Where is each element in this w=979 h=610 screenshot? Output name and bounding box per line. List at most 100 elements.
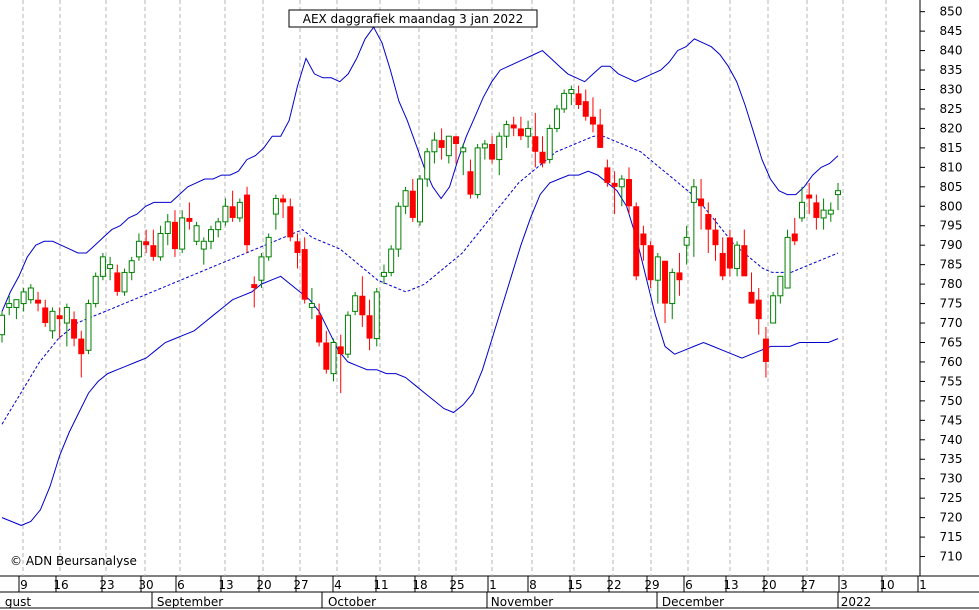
candle-body-down — [366, 315, 373, 339]
x-tick-label: 9 — [20, 578, 28, 592]
candle-body-up — [553, 108, 560, 129]
x-tick-label: 6 — [177, 578, 185, 592]
candle-body-up — [308, 303, 315, 308]
candle-body-up — [770, 295, 777, 324]
candle-body-up — [402, 190, 409, 207]
y-tick-label: 840 — [940, 44, 963, 58]
candle-body-up — [525, 127, 532, 137]
x-tick-label: 11 — [373, 578, 388, 592]
candle-body-down — [438, 140, 445, 148]
candle-body-up — [222, 205, 229, 223]
vertical-gridlines — [22, 0, 887, 576]
candle-body-up — [193, 225, 200, 242]
candle-body-down — [186, 217, 193, 222]
candle-body-up — [344, 314, 351, 355]
y-tick-label: 800 — [940, 199, 963, 213]
candle-body-down — [647, 245, 654, 281]
candle-body-down — [323, 342, 330, 370]
candle-body-up — [445, 135, 452, 157]
candle-body-down — [42, 307, 49, 324]
candle-body-up — [99, 256, 106, 277]
y-tick-label: 710 — [940, 550, 963, 564]
candle-body-down — [597, 124, 604, 148]
candle-body-up — [179, 217, 186, 250]
copyright-label: © ADN Beursanalyse — [10, 554, 137, 568]
x-tick-label: 27 — [293, 578, 308, 592]
x-tick-label: 27 — [800, 578, 815, 592]
x-tick-label: 1 — [489, 578, 497, 592]
candle-body-down — [229, 206, 236, 218]
candle-body-down — [56, 315, 63, 320]
candle-body-down — [532, 136, 539, 152]
x-tick-label: 6 — [685, 578, 693, 592]
candle-body-up — [380, 271, 387, 277]
y-tick-label: 795 — [940, 219, 963, 233]
y-tick-label: 805 — [940, 180, 963, 194]
candle-body-down — [244, 194, 251, 246]
candle-body-up — [272, 197, 279, 215]
candle-body-down — [114, 272, 121, 292]
candle-body-up — [373, 291, 380, 340]
candle-body-up — [654, 256, 661, 281]
candle-body-up — [835, 190, 841, 196]
candle-body-down — [316, 315, 323, 343]
candle-body-up — [121, 271, 128, 293]
x-tick-label: 4 — [334, 578, 342, 592]
candle-body-down — [705, 214, 712, 230]
x-tick-label: 18 — [412, 578, 427, 592]
x-tick-label: 29 — [644, 578, 659, 592]
y-tick-label: 845 — [940, 24, 963, 38]
candle-body-up — [690, 186, 697, 203]
candle-body-up — [496, 135, 503, 161]
candle-body-down — [626, 179, 632, 207]
month-label: October — [328, 595, 376, 609]
x-tick-label: 16 — [53, 578, 68, 592]
candle-body-up — [618, 178, 625, 188]
y-tick-label: 755 — [940, 374, 963, 388]
candle-body-down — [301, 249, 308, 300]
candle-body-up — [352, 295, 359, 312]
candle-body-up — [820, 209, 827, 219]
x-tick-label: 1 — [919, 578, 927, 592]
candle-body-up — [395, 205, 402, 250]
candle-body-up — [135, 240, 142, 258]
x-tick-label: 25 — [449, 578, 464, 592]
month-label: gust — [5, 595, 31, 609]
candle-body-up — [798, 201, 805, 219]
y-tick-label: 720 — [940, 511, 963, 525]
candle-body-up — [6, 303, 13, 308]
candle-body-down — [698, 198, 705, 207]
candle-body-down — [676, 272, 683, 281]
candle-body-up — [164, 221, 171, 235]
candle-body-down — [517, 128, 524, 137]
candle-body-down — [604, 167, 611, 183]
candle-body-down — [71, 319, 78, 339]
y-tick-label: 785 — [940, 258, 963, 272]
y-tick-label: 715 — [940, 530, 963, 544]
candle-body-down — [409, 190, 416, 218]
candle-body-down — [813, 202, 820, 218]
chart-title: AEX daggrafiek maandag 3 jan 2022 — [303, 12, 524, 26]
candle-body-up — [208, 229, 214, 242]
candle-body-up — [683, 236, 690, 246]
x-tick-label: 23 — [99, 578, 114, 592]
x-tick-label: 3 — [840, 578, 848, 592]
candle-body-up — [265, 236, 272, 258]
candle-body-up — [20, 291, 27, 305]
candle-body-down — [582, 101, 589, 117]
y-tick-label: 850 — [940, 5, 963, 19]
candle-body-up — [827, 209, 834, 215]
y-tick-label: 735 — [940, 452, 963, 466]
title-box — [288, 9, 538, 28]
x-tick-label: 10 — [879, 578, 894, 592]
candle-body-down — [806, 194, 813, 199]
candle-body-down — [589, 116, 596, 125]
x-tick-label: 30 — [138, 578, 153, 592]
y-tick-label: 815 — [940, 141, 963, 155]
x-tick-label: 13 — [218, 578, 233, 592]
candle-body-down — [741, 245, 748, 277]
candle-body-up — [200, 240, 207, 250]
month-label: December — [662, 595, 724, 609]
candle-body-down — [539, 151, 546, 164]
